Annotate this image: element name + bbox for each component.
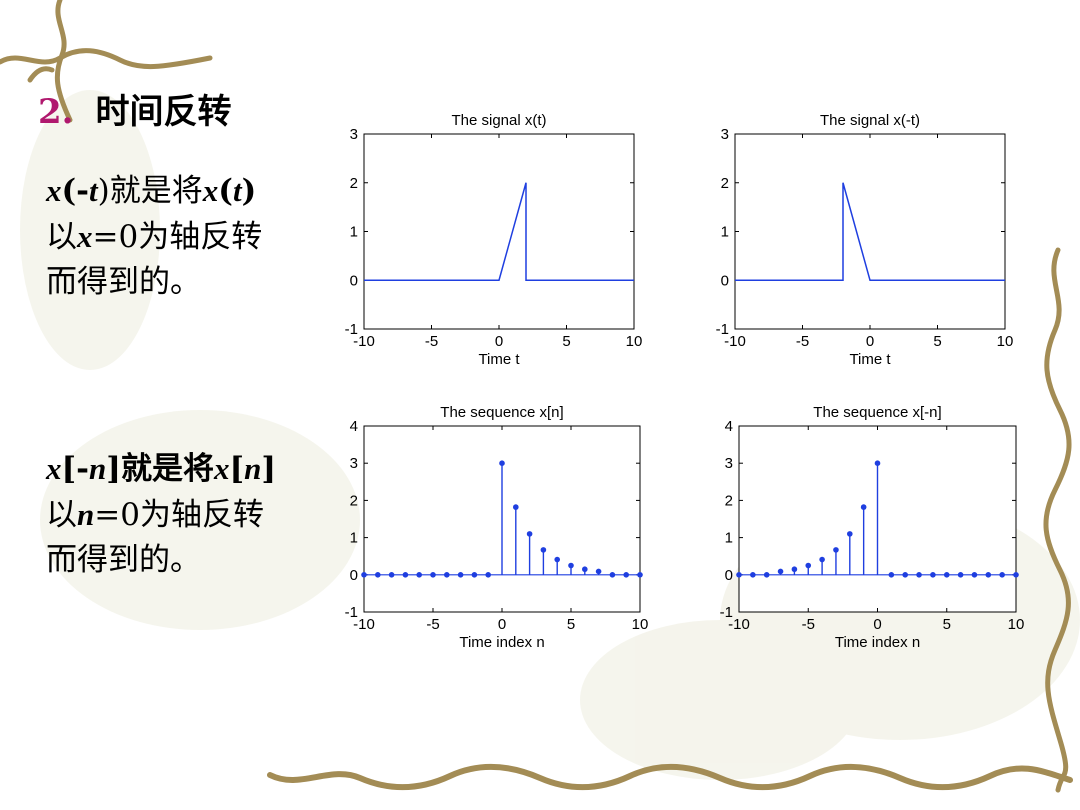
top-left-vine [0,0,213,123]
right-vine [1043,247,1072,793]
paragraph-continuous: x(-t)就是将x(t) 以x=0为轴反转 而得到的。 [46,168,346,305]
stem-point [860,504,867,510]
slide-heading: 2. 时间反转 [38,84,232,133]
paragraph-discrete: x[-n]就是将x[n] 以n=0为轴反转 而得到的。 [46,446,346,583]
y-tick-label: 2 [350,492,358,509]
chart-title: The signal x(-t) [820,112,920,129]
stem-point [874,460,881,467]
stem-point [833,547,839,553]
x-tick-label: 10 [632,616,649,633]
x-axis-label: Time t [849,351,891,368]
stem-point [777,568,784,575]
y-tick-label: 0 [721,272,729,289]
stem-point [847,531,853,537]
y-tick-label: 4 [350,418,358,435]
x-tick-label: -10 [728,616,750,633]
x-tick-label: 5 [567,616,575,633]
stem-point [568,562,574,569]
x-tick-label: 0 [498,616,506,633]
x-axis-label: Time index n [459,634,544,651]
stem-point [526,531,533,537]
chart-title: The sequence x[-n] [813,404,941,421]
x-tick-label: 10 [997,333,1014,350]
stem-point [819,556,825,563]
x-axis-label: Time index n [835,634,920,651]
y-tick-label: 3 [350,126,358,143]
x-tick-label: 0 [873,616,881,633]
stem-point [805,562,812,569]
x-tick-label: 5 [562,333,570,350]
x-tick-label: 10 [626,333,643,350]
x-tick-label: -5 [802,616,815,633]
stem-point [540,547,547,553]
series-line [364,182,634,281]
para1-line-2: 以x=0为轴反转 [46,219,263,255]
y-tick-label: 0 [350,272,358,289]
y-tick-label: 1 [350,224,358,241]
axes-box [363,133,635,330]
x-tick-label: 5 [933,333,941,350]
y-tick-label: 0 [350,567,358,584]
para2-line-2: 以n=0为轴反转 [46,497,264,533]
x-tick-label: -10 [724,333,746,350]
x-tick-label: -5 [425,333,438,350]
x-tick-label: 10 [1008,616,1025,633]
x-tick-label: -5 [796,333,809,350]
bottom-vine [267,763,1073,791]
y-tick-label: 1 [721,224,729,241]
para1-line-3: 而得到的。 [46,264,201,300]
chart-title: The signal x(t) [451,112,546,129]
y-tick-label: 3 [721,126,729,143]
y-tick-label: 1 [725,530,733,547]
stem-point [499,460,505,467]
x-axis-label: Time t [478,351,520,368]
y-tick-label: -1 [716,321,729,338]
stem-point [791,566,798,573]
stem-point [595,568,602,575]
y-tick-label: -1 [345,604,358,621]
stem-point [513,504,519,510]
y-tick-label: -1 [720,604,733,621]
x-tick-label: -10 [353,616,375,633]
y-tick-label: 1 [350,530,358,547]
x-tick-label: 5 [943,616,951,633]
y-tick-label: 4 [725,418,733,435]
series-line [735,182,1005,281]
para2-line-3: 而得到的。 [46,542,201,578]
axes-box [734,133,1006,330]
stem-point [554,556,560,563]
chart-title: The sequence x[n] [440,404,563,421]
y-tick-label: 2 [725,492,733,509]
x-tick-label: 0 [495,333,503,350]
x-tick-label: -10 [353,333,375,350]
stem-point [582,566,588,573]
para1-line-1: x(-t)就是将x(t) [46,173,257,209]
y-tick-label: 0 [725,567,733,584]
heading-text: 时间反转 [95,92,232,132]
para2-line-1: x[-n]就是将x[n] [46,451,277,487]
heading-number: 2. [38,92,74,132]
x-tick-label: -5 [426,616,439,633]
y-tick-label: 3 [725,455,733,472]
x-tick-label: 0 [866,333,874,350]
y-tick-label: 2 [721,175,729,192]
y-tick-label: 2 [350,175,358,192]
y-tick-label: 3 [350,455,358,472]
y-tick-label: -1 [345,321,358,338]
